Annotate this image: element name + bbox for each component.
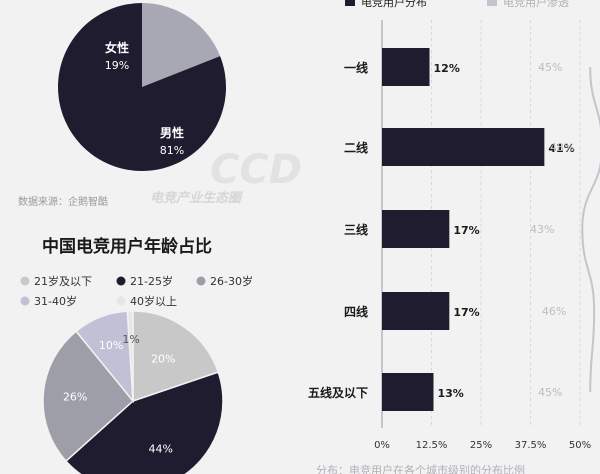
gender-female-pct: 19% (105, 59, 129, 72)
x-tick-label-1: 12.5% (416, 440, 448, 451)
bar-chart-caption: 分布：电竞用户在各个城市级别的分布比例 (316, 463, 525, 474)
bar-distribution-3 (382, 292, 450, 330)
penetration-label-3: 46% (542, 305, 566, 318)
bar-value-label-2: 17% (453, 224, 479, 237)
bar-value-label-0: 12% (434, 62, 460, 75)
age-pie-slice-0 (132, 310, 220, 403)
bar-legend-label-1: 电竞用户渗透 (503, 0, 569, 9)
age-legend-label-2: 26-30岁 (210, 274, 253, 288)
gender-pie-slice-0 (142, 3, 221, 87)
penetration-label-1: 48% (550, 141, 574, 154)
penetration-label-0: 45% (538, 61, 562, 74)
bar-legend-label-0: 电竞用户分布 (361, 0, 427, 9)
bar-distribution-1 (382, 128, 545, 166)
age-pie-slice-4 (126, 310, 134, 402)
penetration-label-2: 43% (530, 223, 554, 236)
age-pie-label-0: 20% (151, 353, 175, 366)
bar-value-label-4: 13% (437, 387, 463, 400)
category-label-0: 一线 (344, 60, 368, 75)
age-legend-label-4: 40岁以上 (130, 294, 177, 308)
age-legend: 21岁及以下 21-25岁 26-30岁 31-40岁 40岁以上 (20, 274, 253, 308)
penetration-label-4: 45% (538, 386, 562, 399)
x-tick-label-0: 0% (374, 440, 390, 451)
age-legend-label-3: 31-40岁 (34, 294, 77, 308)
watermark-subtitle: 电竞产业生态圈 (150, 190, 243, 206)
bar-legend-swatch-0 (345, 0, 355, 6)
x-tick-label-4: 50% (569, 440, 591, 451)
age-pie-slice-1 (64, 371, 224, 474)
age-legend-dot-2 (196, 276, 206, 286)
age-pie-label-4: 1% (122, 333, 139, 346)
age-pie-label-1: 44% (149, 442, 173, 455)
age-legend-label-1: 21-25岁 (130, 274, 173, 288)
age-legend-dot-1 (116, 276, 126, 286)
gender-pie-slice-1 (58, 3, 226, 171)
category-label-2: 三线 (344, 222, 368, 237)
age-pie-slice-2 (42, 330, 135, 463)
age-pie-chart: 20% 44% 26% 10%1% (42, 310, 224, 474)
age-legend-label-0: 21岁及以下 (34, 274, 92, 288)
age-legend-dot-3 (20, 296, 30, 306)
age-pie-label-2: 26% (63, 390, 87, 403)
penetration-curve (581, 66, 600, 393)
gender-male-label: 男性 (160, 125, 184, 140)
watermark-logo: CCD (210, 147, 302, 193)
gender-female-label: 女性 (105, 40, 129, 55)
bar-legend-swatch-1 (487, 0, 497, 6)
age-chart-title: 中国电竞用户年龄占比 (42, 236, 212, 257)
category-label-1: 二线 (344, 140, 368, 155)
category-label-3: 四线 (344, 304, 368, 319)
age-legend-dot-0 (20, 276, 30, 286)
gender-pie-chart (58, 3, 226, 171)
x-tick-label-3: 37.5% (515, 440, 547, 451)
bar-distribution-2 (382, 210, 450, 248)
bar-value-label-1: 41% (548, 142, 574, 155)
age-legend-dot-4 (116, 296, 126, 306)
bar-value-label-3: 17% (453, 306, 479, 319)
gender-male-pct: 81% (160, 144, 184, 157)
x-tick-label-2: 25% (470, 440, 492, 451)
age-pie-label-3: 10% (99, 339, 123, 352)
source-note: 数据来源：企鹅智酷 (18, 195, 108, 208)
bar-distribution-4 (382, 373, 434, 411)
bar-distribution-0 (382, 48, 430, 86)
category-label-4: 五线及以下 (308, 385, 368, 400)
